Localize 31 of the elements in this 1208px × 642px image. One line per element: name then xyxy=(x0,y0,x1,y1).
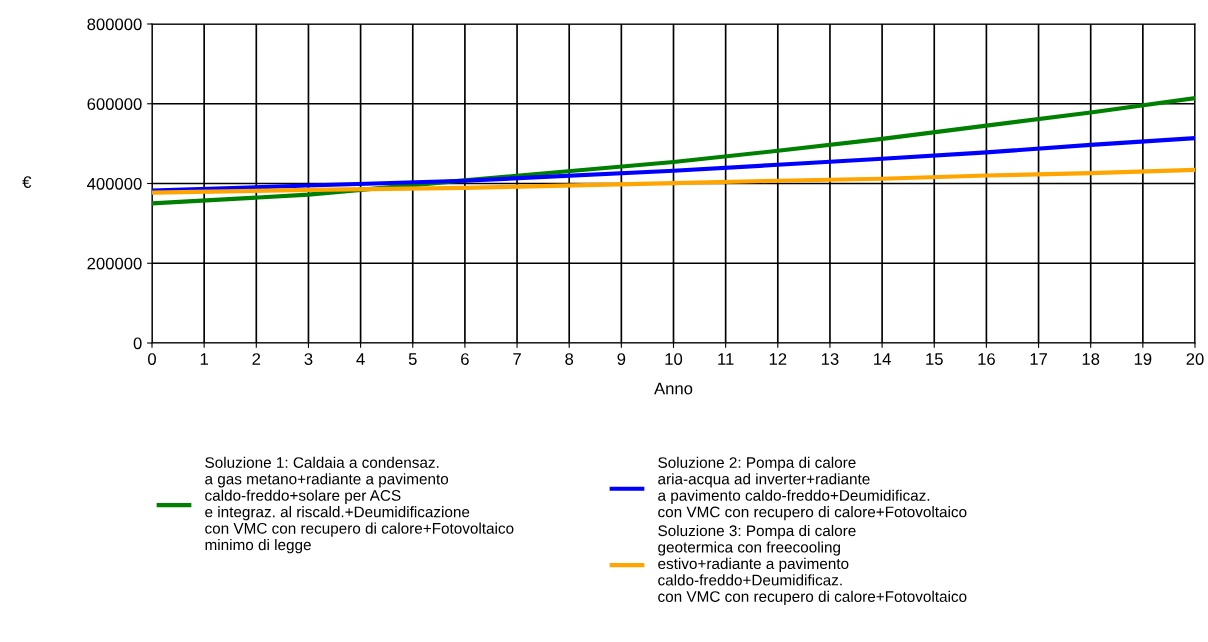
x-tick-label: 3 xyxy=(304,353,313,365)
x-tick-label: 5 xyxy=(408,353,417,365)
x-tick-label: 15 xyxy=(926,353,943,365)
x-tick-label: 14 xyxy=(874,353,891,365)
x-tick-label: 17 xyxy=(1030,353,1047,365)
x-tick-label: 8 xyxy=(565,353,574,365)
x-tick-label: 19 xyxy=(1134,353,1152,365)
x-axis-title: Anno xyxy=(654,382,693,395)
y-tick-label: 600000 xyxy=(87,98,142,110)
legend-label: Soluzione 3: Pompa di calore geotermica con freecooling estivo+radiante a pavimento caldo-freddo+Deumidificaz. con VMC con recupero di calore+Fotovoltaico xyxy=(658,524,967,605)
x-tick-label: 7 xyxy=(513,353,521,365)
y-axis-title: € xyxy=(22,176,32,188)
y-tick-label: 800000 xyxy=(87,18,142,31)
x-tick-label: 6 xyxy=(461,353,469,365)
legend-label: Soluzione 2: Pompa di calore aria-acqua ad inverter+radiante a pavimento caldo-freddo+Deumidificaz. con VMC con recupero di calore+Fotovoltaico xyxy=(658,456,967,521)
x-tick-label: 1 xyxy=(200,353,208,365)
x-tick-label: 9 xyxy=(617,353,626,365)
x-tick-label: 11 xyxy=(718,353,734,365)
legend-label: Soluzione 1: Caldaia a condensaz. a gas metano+radiante a pavimento caldo-freddo+solare per ACS e integraz. al riscald.+Deumidificazione con VMC con recupero di calore+Fotovoltaico minimo di legge xyxy=(205,456,514,554)
x-tick-label: 4 xyxy=(356,353,365,365)
x-tick-label: 18 xyxy=(1082,353,1100,365)
y-tick-label: 0 xyxy=(133,337,142,350)
y-tick-label: 200000 xyxy=(87,257,142,270)
x-tick-label: 2 xyxy=(252,353,261,365)
x-tick-label: 12 xyxy=(769,353,787,365)
x-tick-label: 10 xyxy=(665,353,683,365)
x-tick-label: 20 xyxy=(1186,353,1204,365)
y-tick-label: 400000 xyxy=(87,177,142,190)
x-tick-label: 13 xyxy=(821,353,839,365)
x-tick-label: 16 xyxy=(978,353,995,365)
x-tick-label: 0 xyxy=(148,353,156,365)
